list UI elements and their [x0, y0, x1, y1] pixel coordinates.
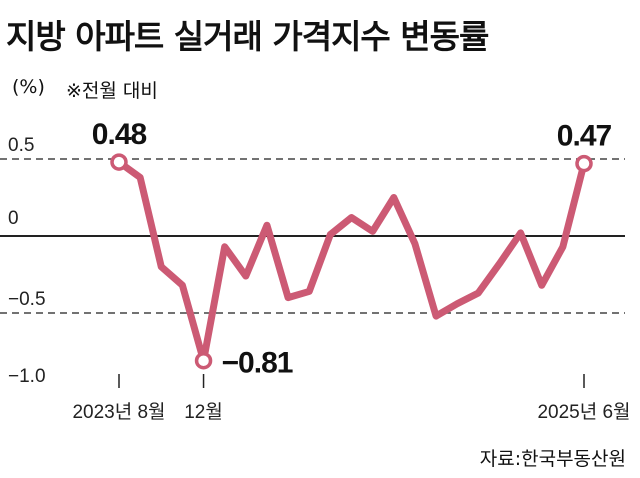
- x-tick-label: 12월: [184, 401, 223, 423]
- chart-title: 지방 아파트 실거래 가격지수 변동률: [6, 17, 489, 56]
- y-tick-label: −1.0: [8, 366, 46, 387]
- series-line: [115, 158, 588, 365]
- data-point-marker: [575, 154, 593, 173]
- y-tick-label: −0.5: [8, 289, 46, 310]
- data-label: −0.81: [222, 347, 293, 380]
- y-tick-label: 0: [8, 208, 19, 229]
- unit-label: (%): [12, 76, 45, 98]
- x-tick-label: 2025년 6월: [537, 401, 630, 423]
- note-label: ※전월 대비: [66, 80, 158, 102]
- data-point-marker: [110, 153, 128, 171]
- data-point-marker: [194, 351, 213, 370]
- source-label: 자료:한국부동산원: [479, 448, 626, 470]
- data-label: 0.47: [557, 120, 612, 153]
- y-tick-label: 0.5: [8, 135, 34, 156]
- x-tick-label: 2023년 8월: [72, 401, 165, 423]
- data-label: 0.48: [92, 118, 147, 151]
